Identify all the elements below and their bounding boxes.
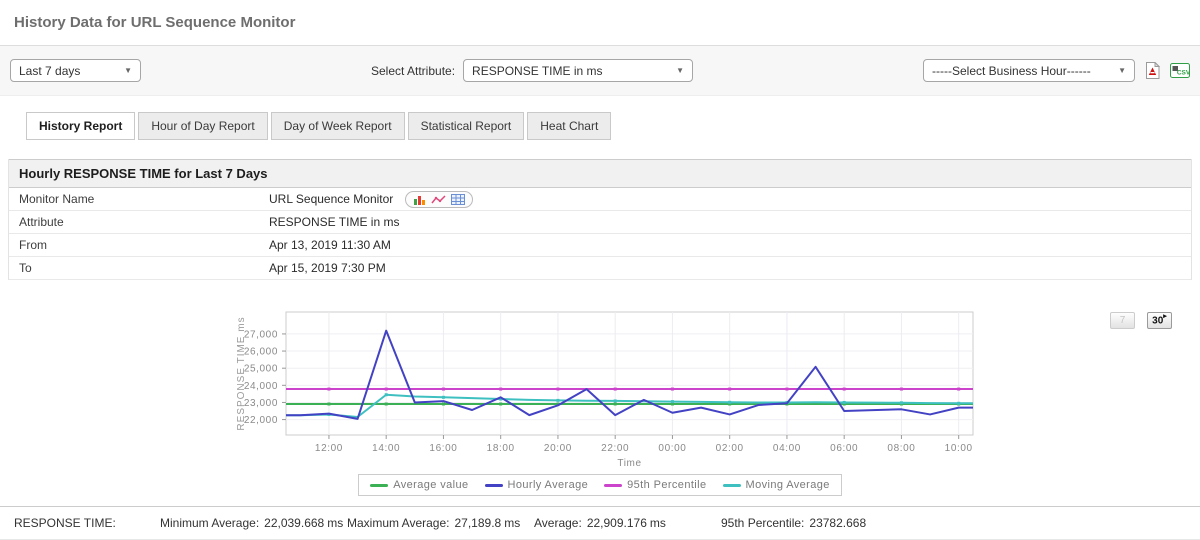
line-chart-icon[interactable] bbox=[431, 194, 446, 205]
svg-text:20:00: 20:00 bbox=[544, 443, 572, 454]
stats-title: RESPONSE TIME: bbox=[14, 516, 116, 530]
time-period-select[interactable]: Last 7 days ▼ bbox=[10, 59, 141, 82]
legend-item: Average value bbox=[370, 479, 468, 491]
svg-text:RESPONSE TIME ms: RESPONSE TIME ms bbox=[236, 316, 247, 430]
svg-text:02:00: 02:00 bbox=[716, 443, 744, 454]
row-value: RESPONSE TIME in ms bbox=[269, 215, 400, 229]
svg-text:CSV: CSV bbox=[1177, 70, 1190, 77]
table-row: Attribute RESPONSE TIME in ms bbox=[9, 211, 1191, 234]
time-period-value: Last 7 days bbox=[19, 63, 81, 78]
legend-label: Hourly Average bbox=[507, 479, 589, 491]
stat-average: Average: 22,909.176 ms bbox=[534, 516, 666, 530]
svg-text:06:00: 06:00 bbox=[830, 443, 858, 454]
chart-range-buttons: 7 30▸ bbox=[1110, 312, 1172, 329]
legend-label: 95th Percentile bbox=[627, 479, 707, 491]
svg-text:16:00: 16:00 bbox=[429, 443, 457, 454]
tab-day-of-week-report[interactable]: Day of Week Report bbox=[270, 112, 405, 140]
svg-text:27,000: 27,000 bbox=[244, 329, 278, 340]
svg-text:14:00: 14:00 bbox=[372, 443, 400, 454]
legend-item: Moving Average bbox=[722, 479, 830, 491]
chart-area: 7 30▸ 22,000 23,000 24,000 25,000 26,000 27,0… bbox=[0, 304, 1200, 496]
svg-text:23,000: 23,000 bbox=[244, 398, 278, 409]
stat-maximum-average: Maximum Average: 27,189.8 ms bbox=[347, 516, 521, 530]
legend-item: 95th Percentile bbox=[604, 479, 706, 491]
csv-export-icon[interactable]: CSV bbox=[1170, 63, 1191, 78]
table-icon[interactable] bbox=[451, 193, 466, 205]
business-hour-value: -----Select Business Hour------ bbox=[932, 63, 1091, 78]
range-30-button[interactable]: 30▸ bbox=[1147, 312, 1172, 329]
report-table: Hourly RESPONSE TIME for Last 7 Days Mon… bbox=[8, 159, 1192, 280]
svg-text:25,000: 25,000 bbox=[244, 364, 278, 375]
report-tabs: History Report Hour of Day Report Day of… bbox=[26, 112, 1200, 140]
legend-item: Hourly Average bbox=[484, 479, 589, 491]
select-attribute-label: Select Attribute: bbox=[370, 63, 456, 78]
svg-text:12:00: 12:00 bbox=[315, 443, 343, 454]
legend-label: Moving Average bbox=[745, 479, 830, 491]
tab-heat-chart[interactable]: Heat Chart bbox=[527, 112, 612, 140]
toolbar-right-group: -----Select Business Hour------ ▼ CSV bbox=[923, 59, 1191, 82]
row-label: From bbox=[19, 238, 47, 252]
history-chart: 22,000 23,000 24,000 25,000 26,000 27,000 12:0… bbox=[236, 311, 974, 469]
monitor-name-value: URL Sequence Monitor bbox=[269, 192, 394, 206]
svg-text:08:00: 08:00 bbox=[887, 443, 915, 454]
svg-text:Time: Time bbox=[617, 458, 641, 469]
chevron-down-icon: ▼ bbox=[124, 66, 132, 75]
legend-swatch bbox=[370, 483, 389, 487]
tab-statistical-report[interactable]: Statistical Report bbox=[407, 112, 525, 140]
legend-label: Average value bbox=[393, 479, 469, 491]
chevron-down-icon: ▼ bbox=[676, 66, 685, 75]
page-title: History Data for URL Sequence Monitor bbox=[14, 14, 296, 31]
table-row: From Apr 13, 2019 11:30 AM bbox=[9, 234, 1191, 257]
stats-bar: RESPONSE TIME: Minimum Average: 22,039.66… bbox=[0, 506, 1200, 540]
title-bar: History Data for URL Sequence Monitor bbox=[0, 0, 1200, 46]
svg-text:22:00: 22:00 bbox=[601, 443, 629, 454]
report-header: Hourly RESPONSE TIME for Last 7 Days bbox=[9, 159, 1191, 188]
svg-text:10:00: 10:00 bbox=[945, 443, 973, 454]
range-30-label: 30 bbox=[1152, 315, 1164, 327]
row-value: Apr 15, 2019 7:30 PM bbox=[269, 261, 386, 275]
svg-text:04:00: 04:00 bbox=[773, 443, 801, 454]
svg-text:22,000: 22,000 bbox=[244, 415, 278, 426]
table-row: To Apr 15, 2019 7:30 PM bbox=[9, 257, 1191, 280]
stat-minimum-average: Minimum Average: 22,039.668 ms bbox=[160, 516, 344, 530]
row-label: Attribute bbox=[19, 215, 64, 229]
legend-swatch bbox=[604, 483, 623, 487]
svg-text:24,000: 24,000 bbox=[244, 381, 278, 392]
range-7-button[interactable]: 7 bbox=[1110, 312, 1135, 329]
stat-95th-percentile: 95th Percentile: 23782.668 bbox=[721, 516, 867, 530]
business-hour-select[interactable]: -----Select Business Hour------ ▼ bbox=[923, 59, 1136, 82]
chevron-down-icon: ▼ bbox=[1118, 66, 1127, 75]
expand-icon: ▸ bbox=[1163, 313, 1167, 321]
row-value: URL Sequence Monitor bbox=[269, 190, 474, 208]
svg-text:00:00: 00:00 bbox=[658, 443, 686, 454]
table-row: Monitor Name URL Sequence Monitor bbox=[9, 188, 1191, 211]
chart-legend: Average value Hourly Average 95th Percenti… bbox=[358, 474, 842, 496]
bar-chart-icon[interactable] bbox=[413, 194, 426, 205]
row-label: To bbox=[19, 261, 32, 275]
legend-swatch bbox=[722, 483, 741, 487]
row-value: Apr 13, 2019 11:30 AM bbox=[269, 238, 391, 252]
monitor-quick-links[interactable] bbox=[405, 190, 474, 208]
toolbar: Last 7 days ▼ Select Attribute: RESPONSE… bbox=[0, 46, 1200, 96]
attribute-select[interactable]: RESPONSE TIME in ms ▼ bbox=[463, 59, 694, 82]
svg-text:26,000: 26,000 bbox=[244, 347, 278, 358]
svg-text:18:00: 18:00 bbox=[487, 443, 515, 454]
legend-swatch bbox=[484, 483, 503, 487]
attribute-value: RESPONSE TIME in ms bbox=[472, 63, 603, 78]
tab-history-report[interactable]: History Report bbox=[26, 112, 136, 140]
tab-hour-of-day-report[interactable]: Hour of Day Report bbox=[138, 112, 268, 140]
pdf-export-icon[interactable] bbox=[1145, 62, 1161, 79]
row-label: Monitor Name bbox=[19, 192, 95, 206]
